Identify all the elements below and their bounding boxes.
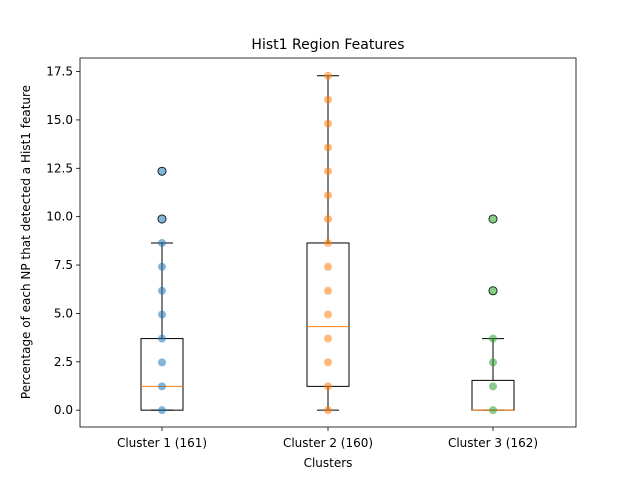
- chart-title: Hist1 Region Features: [251, 37, 404, 53]
- data-point: [324, 334, 332, 343]
- data-point: [489, 406, 497, 415]
- data-point: [324, 191, 332, 200]
- data-point: [489, 286, 497, 295]
- data-point: [158, 214, 166, 223]
- data-point: [158, 358, 166, 367]
- data-point: [324, 214, 332, 223]
- data-point: [489, 214, 497, 223]
- x-tick-label: Cluster 3 (162): [448, 436, 538, 450]
- data-point: [489, 358, 497, 367]
- data-point: [489, 334, 497, 343]
- data-point: [324, 167, 332, 176]
- data-point: [158, 286, 166, 295]
- data-point: [158, 167, 166, 176]
- data-point: [324, 406, 332, 415]
- data-point: [158, 262, 166, 271]
- data-point: [324, 143, 332, 152]
- y-tick-label: 10.0: [46, 210, 73, 224]
- y-tick-label: 12.5: [46, 161, 73, 175]
- data-point: [324, 238, 332, 247]
- y-tick-label: 15.0: [46, 113, 73, 127]
- axes-frame: [79, 57, 577, 428]
- data-point: [158, 334, 166, 343]
- data-point: [489, 382, 497, 391]
- data-point: [158, 382, 166, 391]
- y-axis-label: Percentage of each NP that detected a Hi…: [19, 85, 33, 399]
- x-axis-label: Clusters: [304, 456, 353, 470]
- data-point: [324, 262, 332, 271]
- x-tick-label: Cluster 1 (161): [117, 436, 207, 450]
- plot-area: 0.0 2.5 5.0 7.5 10.0 12.5 15.0 17.5 Cluster 1 (1…: [46, 57, 577, 450]
- y-tick-label: 17.5: [46, 65, 73, 79]
- y-tick-label: 2.5: [54, 355, 73, 369]
- data-point: [324, 310, 332, 319]
- data-point: [324, 119, 332, 128]
- data-point: [324, 71, 332, 80]
- data-point: [158, 406, 166, 415]
- data-point: [324, 286, 332, 295]
- y-tick-label: 5.0: [54, 306, 73, 320]
- data-point: [158, 310, 166, 319]
- data-point: [324, 358, 332, 367]
- y-tick-label: 0.0: [54, 403, 73, 417]
- x-tick-label: Cluster 2 (160): [283, 436, 373, 450]
- data-point: [158, 238, 166, 247]
- data-point: [324, 382, 332, 391]
- y-tick-label: 7.5: [54, 258, 73, 272]
- data-point: [324, 95, 332, 104]
